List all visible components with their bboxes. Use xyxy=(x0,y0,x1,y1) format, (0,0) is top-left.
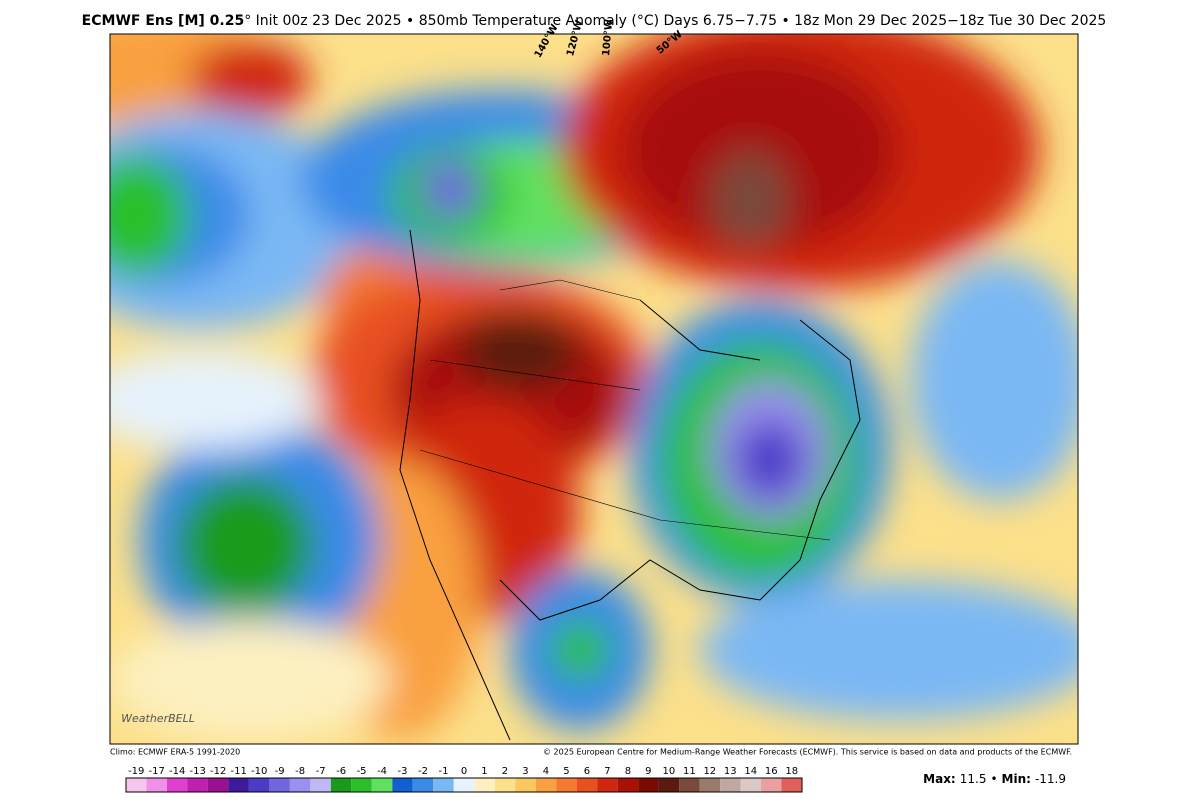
color-swatch xyxy=(412,778,434,792)
colorbar-tick-label: 12 xyxy=(703,766,716,777)
longitude-label: 100°W xyxy=(601,19,615,57)
watermark: WeatherBELL xyxy=(121,712,195,725)
color-swatch xyxy=(781,778,802,792)
map xyxy=(110,34,1078,744)
colorbar-tick-label: -19 xyxy=(128,766,144,777)
color-swatch xyxy=(679,778,700,792)
color-swatch xyxy=(494,778,516,792)
colorbar-tick-label: 1 xyxy=(481,766,487,777)
color-swatch xyxy=(658,778,680,792)
color-swatch xyxy=(351,778,372,792)
colorbar-tick-label: 18 xyxy=(785,766,798,777)
color-swatch xyxy=(761,778,782,792)
map-frame xyxy=(109,33,1079,745)
color-swatch xyxy=(474,778,495,792)
color-swatch xyxy=(269,778,290,792)
colorbar-tick-label: 11 xyxy=(683,766,696,777)
colorbar-tick-label: 5 xyxy=(563,766,569,777)
colorbar-tick-label: -6 xyxy=(336,766,346,777)
color-swatch xyxy=(187,778,208,792)
color-swatch xyxy=(392,778,413,792)
colorbar-tick-label: -10 xyxy=(251,766,267,777)
color-swatch xyxy=(330,778,352,792)
min-label: Min: xyxy=(1002,772,1031,786)
colorbar-tick-label: -13 xyxy=(190,766,206,777)
color-swatch xyxy=(535,778,557,792)
separator: • xyxy=(990,772,997,786)
colorbar-tick-label: 2 xyxy=(502,766,508,777)
title: ECMWF Ens [M] 0.25° Init 00z 23 Dec 2025… xyxy=(82,13,1107,29)
color-swatch xyxy=(740,778,762,792)
color-swatch xyxy=(699,778,721,792)
colorbar-tick-label: -3 xyxy=(398,766,408,777)
colorbar-tick-label: 4 xyxy=(543,766,549,777)
colorbar-tick-label: -12 xyxy=(210,766,226,777)
title-rest: ° Init 00z 23 Dec 2025 • 850mb Temperatu… xyxy=(244,13,1106,29)
color-swatch xyxy=(638,778,659,792)
color-swatch xyxy=(248,778,270,792)
colorbar-tick-label: 10 xyxy=(662,766,675,777)
coastline xyxy=(399,229,861,741)
max-label: Max: xyxy=(923,772,956,786)
colorbar-tick-label: 6 xyxy=(584,766,590,777)
color-swatch xyxy=(576,778,598,792)
colorbar-frame xyxy=(125,777,803,793)
title-bold: ECMWF Ens [M] 0.25 xyxy=(82,13,245,29)
color-swatch xyxy=(515,778,536,792)
min-value: -11.9 xyxy=(1035,772,1066,786)
colorbar-tick-label: 8 xyxy=(625,766,631,777)
color-swatch xyxy=(289,778,311,792)
colorbar-tick-label: -11 xyxy=(230,766,246,777)
color-swatch xyxy=(228,778,249,792)
colorbar-tick-label: 9 xyxy=(645,766,651,777)
colorbar-tick-label: 16 xyxy=(765,766,778,777)
color-swatch xyxy=(146,778,167,792)
colorbar-tick-label: -1 xyxy=(439,766,449,777)
color-swatch xyxy=(310,778,331,792)
colorbar-tick-label: -5 xyxy=(357,766,367,777)
stats: Max: 11.5 • Min: -11.9 xyxy=(923,772,1066,786)
anomaly-field xyxy=(110,34,1078,740)
color-swatch xyxy=(597,778,618,792)
colorbar-tick-label: 0 xyxy=(461,766,467,777)
colorbar-tick-label: -7 xyxy=(316,766,326,777)
colorbar-tick-label: 7 xyxy=(604,766,610,777)
colorbar-tick-label: -4 xyxy=(377,766,387,777)
colorbar-tick-label: -17 xyxy=(149,766,165,777)
border-line xyxy=(419,279,831,541)
color-swatch xyxy=(166,778,188,792)
color-swatch xyxy=(371,778,393,792)
colorbar-tick-label: -8 xyxy=(295,766,305,777)
colorbar-tick-label: -9 xyxy=(275,766,285,777)
climo-note: Climo: ECMWF ERA-5 1991-2020 xyxy=(110,748,240,757)
color-swatch xyxy=(126,778,147,792)
color-swatch xyxy=(453,778,475,792)
color-swatch xyxy=(207,778,229,792)
colorbar-tick-label: 13 xyxy=(724,766,737,777)
colorbar-tick-label: -2 xyxy=(418,766,428,777)
color-swatch xyxy=(720,778,741,792)
color-swatch xyxy=(617,778,639,792)
copyright: © 2025 European Centre for Medium-Range … xyxy=(543,748,1072,757)
colorbar-tick-label: 3 xyxy=(522,766,528,777)
max-value: 11.5 xyxy=(960,772,987,786)
color-swatch xyxy=(433,778,454,792)
colorbar-tick-label: -14 xyxy=(169,766,185,777)
color-swatch xyxy=(556,778,577,792)
colorbar-tick-label: 14 xyxy=(744,766,757,777)
colorbar: -19 -17 -14 -13 -12 -11 -10 -9 -8 -7 -6 -5 -4 -3 -2 -1 0… xyxy=(125,766,803,793)
